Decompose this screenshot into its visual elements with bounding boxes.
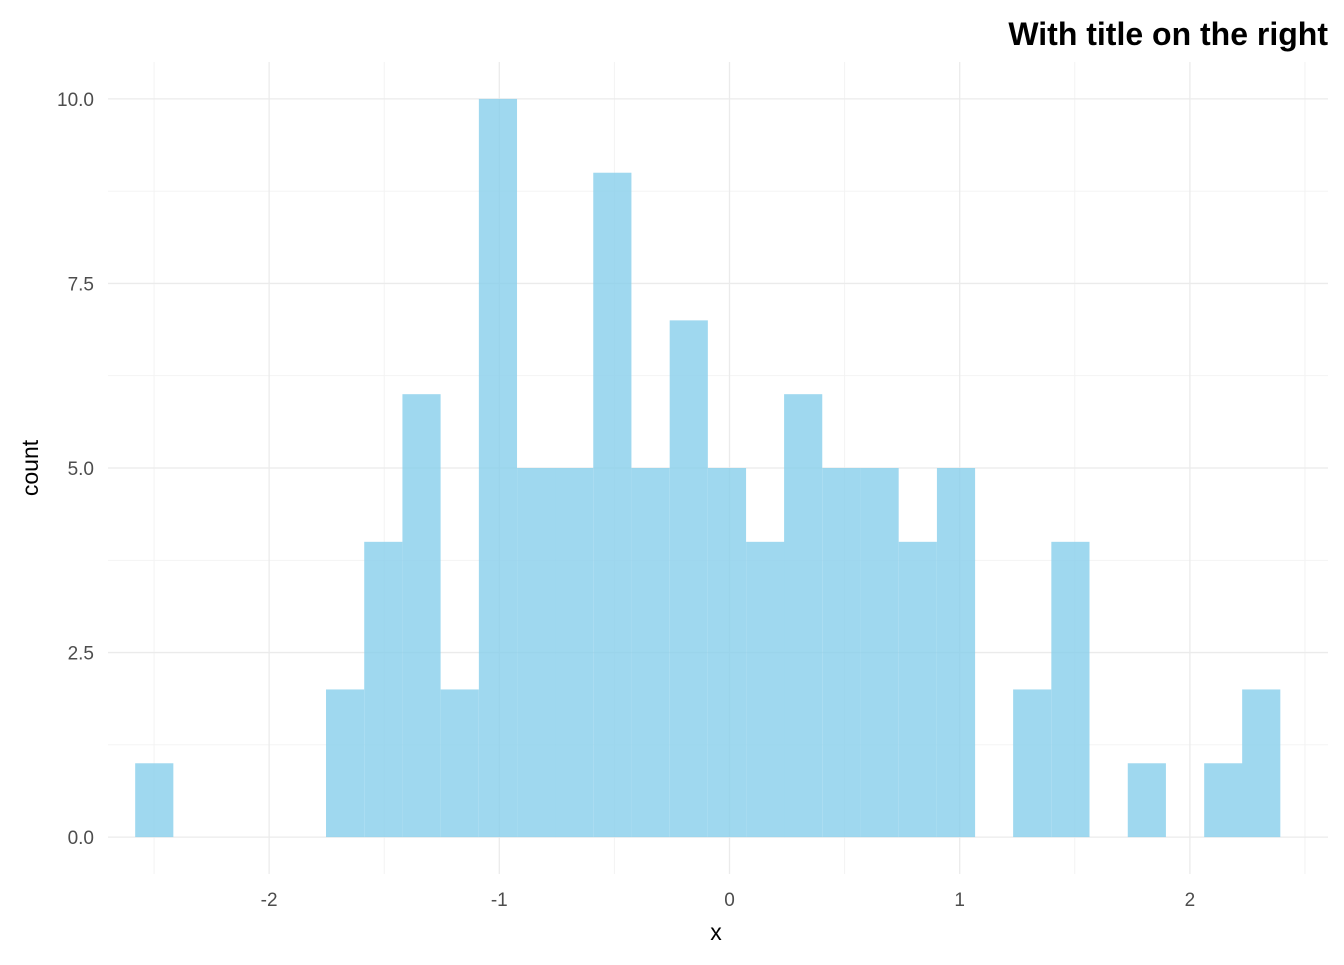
histogram-bar <box>1013 689 1052 838</box>
histogram-bar <box>669 320 708 838</box>
x-axis-tick-labels: -2 -1 0 1 2 <box>261 890 1195 911</box>
histogram-bar <box>898 541 937 838</box>
histogram-bar <box>517 468 556 838</box>
histogram-bar <box>478 98 518 838</box>
histogram-bar <box>1051 541 1090 838</box>
x-axis-title: x <box>710 919 722 945</box>
x-tick-label: -1 <box>491 890 508 911</box>
histogram-bar <box>631 468 670 838</box>
histogram-bar <box>707 468 747 838</box>
histogram-bar <box>1127 763 1166 838</box>
y-tick-label: 5.0 <box>68 459 94 480</box>
y-tick-label: 10.0 <box>57 90 94 111</box>
histogram-bar <box>326 689 365 838</box>
y-tick-label: 2.5 <box>68 644 94 665</box>
histogram-bar <box>822 468 861 838</box>
histogram-bar <box>1242 689 1281 838</box>
histogram-bar <box>784 394 823 838</box>
y-tick-label: 0.0 <box>68 828 94 849</box>
histogram-bar <box>440 689 479 838</box>
y-axis-tick-labels: 0.0 2.5 5.0 7.5 10.0 <box>57 90 94 849</box>
histogram-bar <box>746 541 785 838</box>
x-tick-label: -2 <box>261 890 278 911</box>
x-tick-label: 1 <box>954 890 965 911</box>
y-axis-title: count <box>17 439 43 496</box>
histogram-bar <box>555 468 594 838</box>
histogram-bar <box>364 541 403 838</box>
chart-title: With title on the right <box>1008 16 1328 52</box>
y-tick-label: 7.5 <box>68 274 94 295</box>
x-tick-label: 2 <box>1185 890 1196 911</box>
histogram-bar <box>593 172 632 838</box>
histogram-bar <box>936 468 976 838</box>
histogram-bar <box>402 394 441 838</box>
histogram-bar <box>860 468 899 838</box>
histogram-bar <box>1204 763 1243 838</box>
histogram-bars <box>135 98 1281 838</box>
histogram-bar <box>135 763 174 838</box>
x-tick-label: 0 <box>724 890 735 911</box>
